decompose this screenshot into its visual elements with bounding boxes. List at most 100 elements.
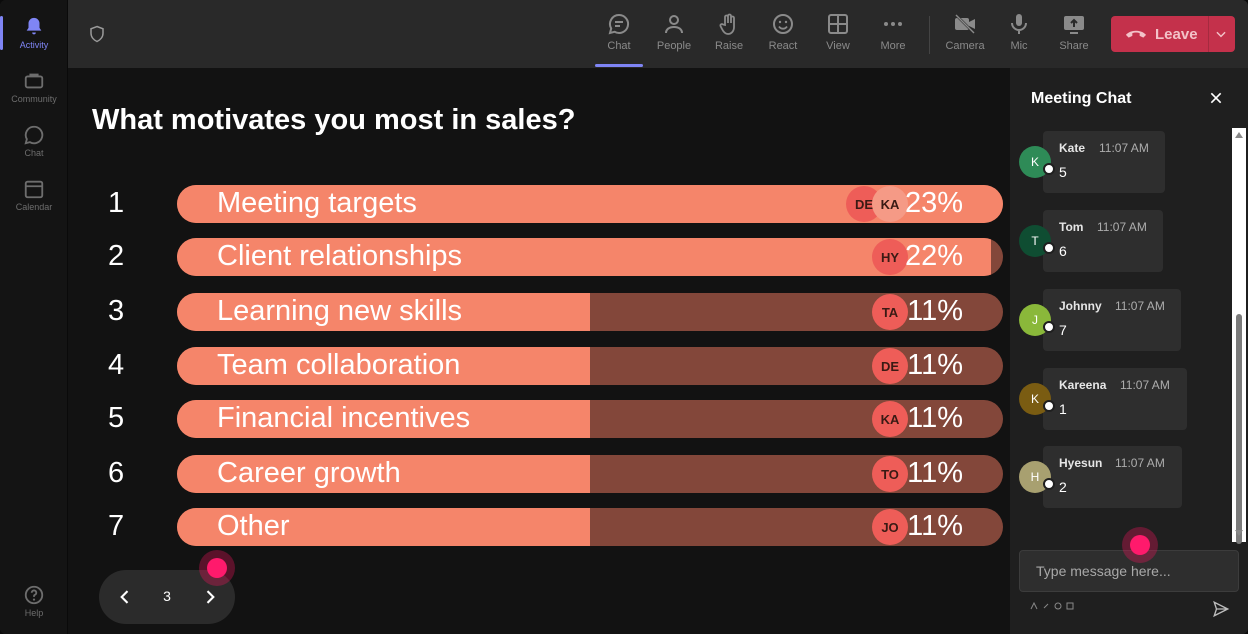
chat-panel-title: Meeting Chat bbox=[1031, 90, 1132, 107]
presence-status-dot bbox=[1043, 321, 1055, 333]
share-button-label: Share bbox=[1059, 40, 1089, 52]
chat-timestamp: 11:07 AM bbox=[1115, 456, 1165, 470]
poll-option-row[interactable]: 3 Learning new skills TA 11% bbox=[68, 293, 1010, 331]
hand-icon bbox=[719, 13, 735, 35]
chat-bubble[interactable]: Tom 11:07 AM 6 bbox=[1043, 210, 1163, 272]
share-button[interactable]: Share bbox=[1048, 10, 1100, 62]
more-button[interactable]: More bbox=[867, 10, 919, 62]
chat-message-list: Kate 11:07 AM 5 K Tom 11:07 AM 6 T Johnny 11:07 A… bbox=[1010, 128, 1232, 542]
chat-message-text: 7 bbox=[1059, 322, 1067, 338]
format-icon[interactable] bbox=[1030, 602, 1038, 610]
camera-button-label: Camera bbox=[945, 40, 985, 52]
poll-option-row[interactable]: 5 Financial incentives KA 11% bbox=[68, 400, 1010, 438]
phone-hangup-icon bbox=[1125, 30, 1147, 38]
chat-bubble[interactable]: Kareena 11:07 AM 1 bbox=[1043, 368, 1187, 430]
toolbar-divider bbox=[929, 16, 930, 54]
react-button-label: React bbox=[768, 40, 798, 52]
mic-icon bbox=[1011, 14, 1027, 34]
send-icon[interactable] bbox=[1212, 600, 1230, 618]
poll-option-row[interactable]: 2 Client relationships HY 22% bbox=[68, 238, 1010, 276]
chat-message-text: 6 bbox=[1059, 243, 1067, 259]
people-button[interactable]: People bbox=[648, 10, 700, 62]
camera-button[interactable]: Camera bbox=[939, 10, 991, 62]
rail-item-chat[interactable]: Chat bbox=[4, 116, 64, 166]
chat-sender-name: Kate bbox=[1059, 141, 1086, 155]
rail-label: Chat bbox=[24, 148, 44, 158]
scroll-up-arrow[interactable] bbox=[1235, 132, 1243, 138]
poll-option-percent: 23% bbox=[904, 187, 963, 219]
poll-option-fill bbox=[177, 400, 590, 438]
leave-button[interactable]: Leave bbox=[1111, 16, 1235, 52]
react-button[interactable]: React bbox=[757, 10, 809, 62]
chat-sender-name: Johnny bbox=[1059, 299, 1102, 313]
rail-label: Activity bbox=[19, 40, 49, 50]
gif-icon[interactable] bbox=[1066, 602, 1074, 610]
more-button-label: More bbox=[880, 40, 906, 52]
chevron-left-icon[interactable] bbox=[115, 587, 135, 607]
chat-message: Kareena 11:07 AM 1 K bbox=[1010, 368, 1232, 430]
voter-avatar: JO bbox=[872, 509, 908, 545]
attach-icon[interactable] bbox=[1042, 602, 1050, 610]
poll-option-bar: Other JO 11% bbox=[177, 508, 1003, 546]
poll-option-label: Client relationships bbox=[217, 240, 463, 272]
poll-option-label: Meeting targets bbox=[217, 187, 417, 219]
rail-item-help[interactable]: Help bbox=[4, 576, 64, 626]
poll-option-bar: Meeting targets DE KA 23% bbox=[177, 185, 1003, 223]
poll-option-label: Career growth bbox=[217, 457, 401, 489]
bell-icon bbox=[26, 17, 42, 35]
poll-option-rank: 1 bbox=[108, 187, 125, 219]
poll-option-row[interactable]: 4 Team collaboration DE 11% bbox=[68, 347, 1010, 385]
page-number: 3 bbox=[163, 588, 171, 604]
community-icon bbox=[24, 73, 44, 89]
scrollbar-thumb[interactable] bbox=[1236, 314, 1242, 544]
chat-bubble[interactable]: Johnny 11:07 AM 7 bbox=[1043, 289, 1181, 351]
rail-item-activity[interactable]: Activity bbox=[0, 8, 64, 58]
chat-message: Hyesun 11:07 AM 2 H bbox=[1010, 446, 1232, 508]
left-rail: Activity Community Chat Calendar Help bbox=[0, 0, 68, 634]
poll-option-row[interactable]: 6 Career growth TO 11% bbox=[68, 455, 1010, 493]
chat-message: Tom 11:07 AM 6 T bbox=[1010, 210, 1232, 272]
mic-button[interactable]: Mic bbox=[993, 10, 1045, 62]
poll-option-percent: 11% bbox=[907, 402, 963, 434]
grid-icon bbox=[828, 14, 848, 34]
chevron-down-icon[interactable] bbox=[1214, 27, 1228, 41]
smiley-icon bbox=[773, 14, 793, 34]
chat-message: Johnny 11:07 AM 7 J bbox=[1010, 289, 1232, 351]
view-button[interactable]: View bbox=[812, 10, 864, 62]
chat-bubble[interactable]: Hyesun 11:07 AM 2 bbox=[1043, 446, 1182, 508]
chat-message-text: 2 bbox=[1059, 479, 1067, 495]
poll-option-label: Learning new skills bbox=[217, 295, 463, 327]
shield-icon[interactable] bbox=[88, 24, 106, 44]
poll-option-percent: 11% bbox=[907, 295, 963, 327]
presence-status-dot bbox=[1043, 478, 1055, 490]
chat-bubble[interactable]: Kate 11:07 AM 5 bbox=[1043, 131, 1165, 193]
chat-sender-name: Tom bbox=[1059, 220, 1084, 234]
emoji-icon[interactable] bbox=[1054, 602, 1062, 610]
rail-item-community[interactable]: Community bbox=[4, 62, 64, 112]
raise-hand-button[interactable]: Raise bbox=[703, 10, 755, 62]
poll-option-fill bbox=[177, 238, 991, 276]
scroll-down-arrow[interactable] bbox=[1235, 530, 1243, 536]
compose-tools bbox=[1030, 602, 1074, 610]
chat-icon bbox=[608, 13, 630, 35]
leave-divider bbox=[1208, 16, 1209, 52]
chevron-right-icon[interactable] bbox=[200, 587, 220, 607]
close-icon[interactable] bbox=[1208, 90, 1224, 106]
chat-message-input[interactable]: Type message here... bbox=[1019, 550, 1239, 592]
poll-option-row[interactable]: 7 Other JO 11% bbox=[68, 508, 1010, 546]
chat-button[interactable]: Chat bbox=[593, 10, 645, 67]
chat-button-label: Chat bbox=[607, 40, 631, 52]
poll-option-label: Team collaboration bbox=[217, 349, 461, 381]
chat-message-text: 5 bbox=[1059, 164, 1067, 180]
rail-item-calendar[interactable]: Calendar bbox=[4, 170, 64, 220]
chat-timestamp: 11:07 AM bbox=[1120, 378, 1170, 392]
meeting-toolbar: Chat People Raise React View More Camera bbox=[68, 0, 1248, 68]
poll-option-row[interactable]: 1 Meeting targets DE KA 23% bbox=[68, 185, 1010, 223]
raise-button-label: Raise bbox=[714, 40, 744, 52]
voter-avatar: HY bbox=[872, 239, 908, 275]
poll-option-bar: Financial incentives KA 11% bbox=[177, 400, 1003, 438]
pagination-control: 3 bbox=[99, 570, 235, 624]
mic-button-label: Mic bbox=[1010, 40, 1028, 52]
view-button-label: View bbox=[826, 40, 850, 52]
